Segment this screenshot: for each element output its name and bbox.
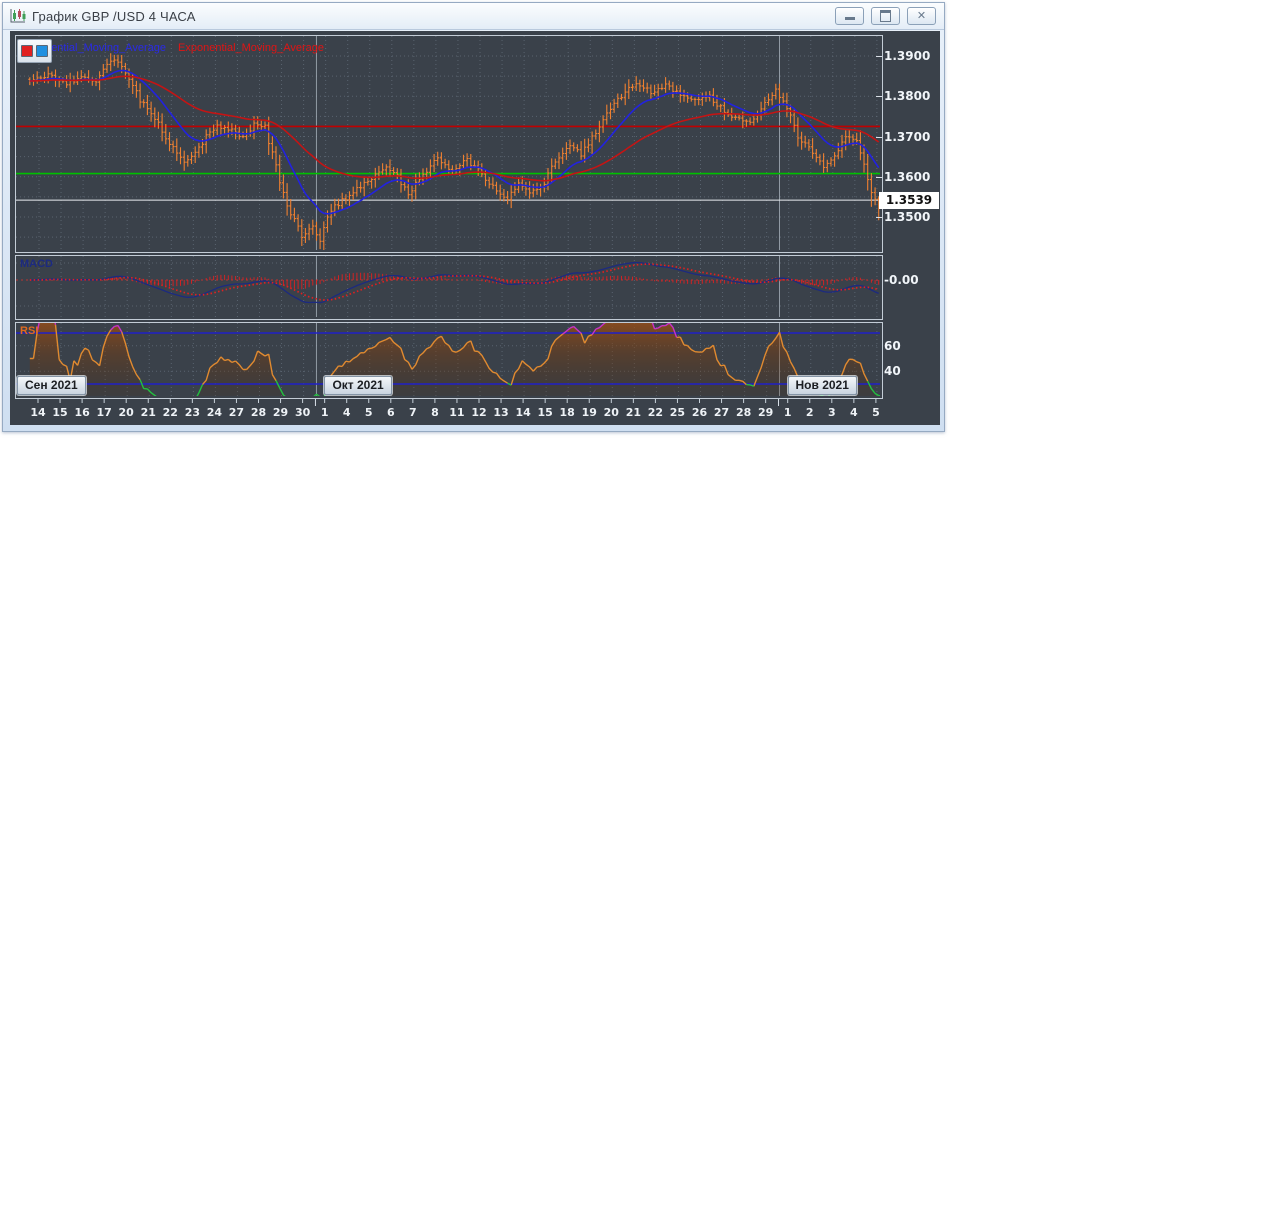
svg-text:5: 5 xyxy=(872,406,879,419)
price-tick-1-3700: 1.3700 xyxy=(884,129,931,144)
svg-text:4: 4 xyxy=(850,406,858,419)
month-badge-sep: Сен 2021 xyxy=(17,376,86,395)
titlebar[interactable]: График GBP /USD 4 ЧАСА ✕ xyxy=(3,3,944,30)
svg-text:26: 26 xyxy=(692,406,708,419)
svg-text:17: 17 xyxy=(96,406,111,419)
candlestick-chart-icon xyxy=(10,9,26,23)
svg-text:3: 3 xyxy=(828,406,836,419)
chart-window: График GBP /USD 4 ЧАСА ✕ 14 15 16 17 20 21 22 2… xyxy=(2,2,945,432)
svg-text:2: 2 xyxy=(806,406,814,419)
time-axis[interactable]: 14 15 16 17 20 21 22 23 24 27 28 29 30 1 4 5 6 7 8 11 12 13 14… xyxy=(15,399,881,425)
macd-label: MACD xyxy=(20,258,53,270)
macd-axis-label: -0.00 xyxy=(884,273,919,287)
svg-text:16: 16 xyxy=(74,406,90,419)
price-scale-tick xyxy=(876,56,882,57)
svg-text:6: 6 xyxy=(387,406,395,419)
svg-text:5: 5 xyxy=(365,406,373,419)
svg-text:30: 30 xyxy=(295,406,311,419)
svg-text:22: 22 xyxy=(163,406,178,419)
svg-text:20: 20 xyxy=(604,406,620,419)
price-scale-tick xyxy=(876,96,882,98)
price-tick-1-3600: 1.3600 xyxy=(884,169,931,184)
svg-text:28: 28 xyxy=(736,406,751,419)
svg-text:27: 27 xyxy=(714,406,729,419)
svg-text:23: 23 xyxy=(185,406,200,419)
ema-slow-legend-label: Exponential_Moving_Average xyxy=(178,42,324,54)
red-indicator-button[interactable] xyxy=(21,45,33,57)
month-badge-oct: Окт 2021 xyxy=(324,376,392,395)
minimize-icon xyxy=(844,17,855,20)
price-scale-tick xyxy=(876,136,882,138)
current-price-badge: 1.3539 xyxy=(879,191,939,209)
rsi-axis-label-60: 60 xyxy=(884,338,901,353)
svg-text:15: 15 xyxy=(537,406,552,419)
month-badge-nov: Нов 2021 xyxy=(787,376,857,395)
price-tick-1-3900: 1.3900 xyxy=(884,49,931,63)
close-button[interactable]: ✕ xyxy=(907,7,936,25)
minimize-button[interactable] xyxy=(835,7,864,25)
close-icon: ✕ xyxy=(916,9,927,22)
svg-text:7: 7 xyxy=(409,406,417,419)
price-tick-1-3800: 1.3800 xyxy=(884,89,931,104)
svg-text:25: 25 xyxy=(670,406,685,419)
restore-icon xyxy=(880,10,891,22)
price-scale-tick xyxy=(876,176,882,178)
chart-content: 14 15 16 17 20 21 22 23 24 27 28 29 30 1 4 5 6 7 8 11 12 13 14… xyxy=(10,31,940,425)
price-panel[interactable] xyxy=(15,35,883,253)
svg-text:1: 1 xyxy=(784,406,792,419)
svg-text:19: 19 xyxy=(582,406,597,419)
svg-text:28: 28 xyxy=(251,406,266,419)
rsi-panel[interactable] xyxy=(15,322,883,399)
macd-panel[interactable] xyxy=(15,255,883,320)
rsi-axis-label-40: 40 xyxy=(884,364,901,379)
svg-text:27: 27 xyxy=(229,406,244,419)
svg-text:15: 15 xyxy=(52,406,67,419)
ema-fast-legend-label: Exponential_Moving_Average xyxy=(20,42,166,54)
svg-text:22: 22 xyxy=(648,406,663,419)
svg-text:11: 11 xyxy=(449,406,464,419)
svg-text:24: 24 xyxy=(207,406,223,419)
svg-text:29: 29 xyxy=(758,406,773,419)
indicator-legend: Exponential_Moving_Average Exponential_M… xyxy=(20,42,324,54)
price-tick-1-3500: 1.3500 xyxy=(884,210,931,224)
svg-text:18: 18 xyxy=(560,406,575,419)
svg-text:8: 8 xyxy=(431,406,439,419)
rsi-label: RSI xyxy=(20,325,39,337)
window-title: График GBP /USD 4 ЧАСА xyxy=(32,8,196,24)
svg-text:21: 21 xyxy=(141,406,156,419)
svg-text:21: 21 xyxy=(626,406,641,419)
price-scale-tick xyxy=(876,217,882,218)
svg-text:4: 4 xyxy=(343,406,351,419)
restore-button[interactable] xyxy=(871,7,900,25)
svg-text:1: 1 xyxy=(321,406,329,419)
indicator-buttons[interactable] xyxy=(17,39,52,63)
svg-text:20: 20 xyxy=(119,406,135,419)
svg-text:14: 14 xyxy=(515,406,531,419)
svg-text:12: 12 xyxy=(471,406,486,419)
blue-indicator-button[interactable] xyxy=(36,45,48,57)
svg-text:29: 29 xyxy=(273,406,288,419)
svg-text:14: 14 xyxy=(30,406,46,419)
svg-text:13: 13 xyxy=(493,406,508,419)
